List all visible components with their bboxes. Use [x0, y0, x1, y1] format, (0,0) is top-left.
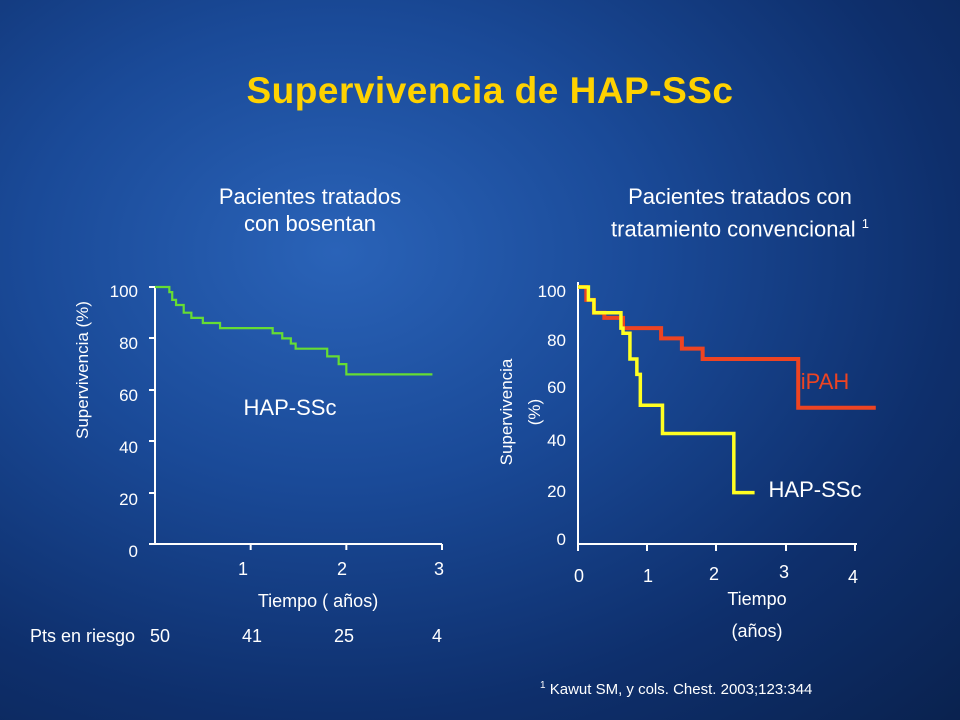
- right-hap-series-label: HAP-SSc: [769, 477, 862, 502]
- right-y-tick-label: 60: [547, 378, 566, 397]
- right-chart-title-ref: 1: [861, 216, 869, 231]
- left-y-tick-label: 100: [110, 282, 138, 301]
- footnote-text: Kawut SM, y cols. Chest. 2003;123:344: [549, 681, 813, 698]
- left-x-axis-label: Tiempo ( años): [258, 591, 378, 611]
- left-y-tick-label: 0: [129, 542, 138, 561]
- left-x-tick-label: 1: [238, 559, 248, 579]
- right-x-tick-label: 3: [779, 562, 789, 582]
- risk-table-value: 4: [432, 626, 442, 646]
- hap-ssc-bosentan-curve: [155, 285, 433, 376]
- right-y-tick-label: 20: [547, 482, 566, 501]
- right-y-axis-label-line-1: Supervivencia: [497, 358, 516, 465]
- reference-footnote: 1 Kawut SM, y cols. Chest. 2003;123:344: [540, 680, 812, 698]
- right-x-tick-label: 0: [574, 566, 584, 586]
- right-x-tick-label: 2: [709, 564, 719, 584]
- right-chart-title-line-1: Pacientes tratados con: [628, 184, 852, 209]
- right-chart-title: Pacientes tratados con tratamiento conve…: [560, 183, 920, 242]
- left-y-tick-label: 40: [119, 438, 138, 457]
- left-y-tick-label: 80: [119, 334, 138, 353]
- right-x-tick-label: 4: [848, 567, 858, 587]
- right-chart-title-text: tratamiento convencional: [611, 216, 856, 242]
- left-y-tick-label: 20: [119, 490, 138, 509]
- left-series-label: HAP-SSc: [244, 395, 337, 420]
- left-chart-title-line-1: Pacientes tratados: [218, 184, 402, 209]
- left-chart-title-line-2: con bosentan: [243, 211, 377, 236]
- right-y-tick-label: 100: [538, 282, 566, 301]
- left-chart-title: Pacientes tratados con bosentan: [190, 183, 430, 237]
- footnote-marker: 1: [540, 680, 546, 691]
- left-survival-chart: 0 20 40 60 80 100 1 2 3 Tiempo ( años) Supervivenc…: [30, 282, 444, 646]
- right-y-tick-label: 80: [547, 331, 566, 350]
- right-x-axis-label-line-1: Tiempo: [727, 589, 786, 609]
- risk-table-value: 50: [150, 626, 170, 646]
- risk-table-label: Pts en riesgo: [30, 626, 135, 646]
- slide-title: Supervivencia de HAP-SSc: [246, 70, 734, 111]
- hap-ssc-conventional-curve: [578, 285, 755, 495]
- right-survival-chart: 0 20 40 60 80 100 0 1 2 3 4 Tiempo (años) Supervivenc…: [497, 282, 876, 641]
- right-x-tick-label: 1: [643, 566, 653, 586]
- right-y-tick-label: 0: [557, 530, 566, 549]
- left-x-tick-label: 2: [337, 559, 347, 579]
- left-y-axis-label: Supervivencia (%): [73, 301, 92, 439]
- risk-table-value: 41: [242, 626, 262, 646]
- left-x-tick-label: 3: [434, 559, 444, 579]
- risk-table-value: 25: [334, 626, 354, 646]
- left-y-tick-label: 60: [119, 386, 138, 405]
- right-y-tick-label: 40: [547, 431, 566, 450]
- ipah-series-label: iPAH: [801, 369, 850, 394]
- right-chart-title-line-2: tratamiento convencional 1: [560, 210, 920, 242]
- right-x-axis-label-line-2: (años): [731, 621, 782, 641]
- right-y-axis-label-line-2: (%): [525, 399, 544, 425]
